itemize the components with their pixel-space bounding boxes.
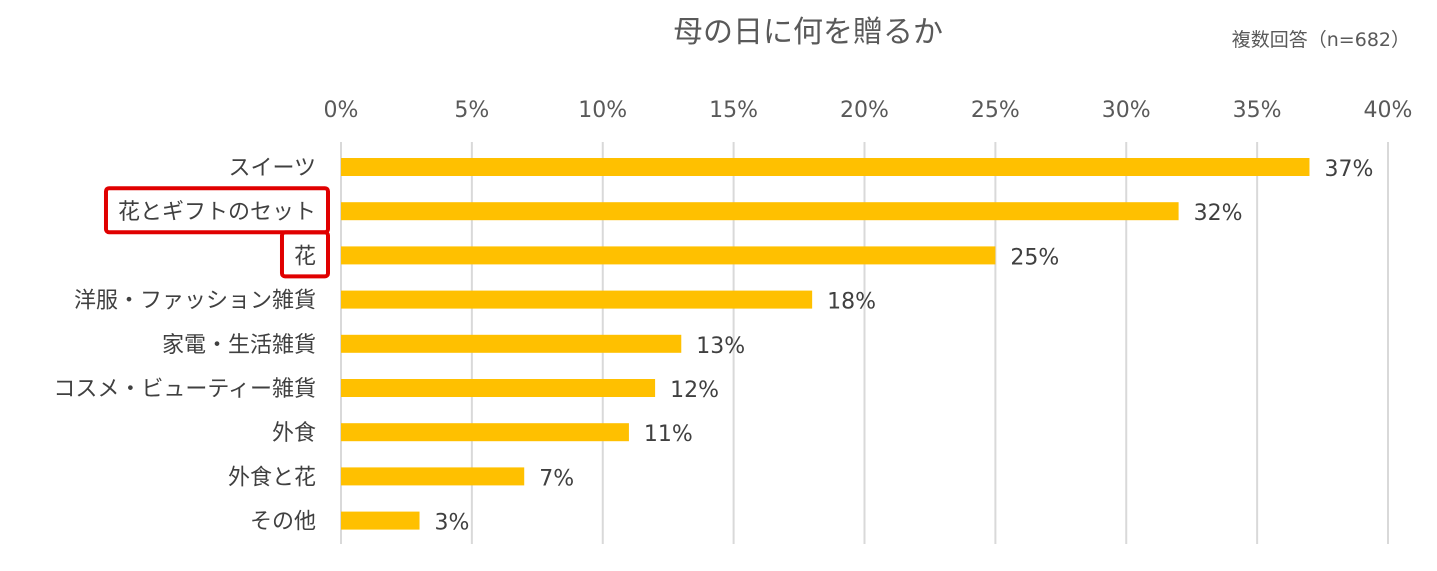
data-label: 3% — [435, 511, 470, 536]
x-tick-label: 0% — [324, 98, 359, 123]
data-label: 11% — [644, 422, 693, 447]
bar — [341, 467, 525, 486]
data-labels: 37% 32% 25% 18% 13% 12% 11% 7% 3% — [435, 157, 1374, 536]
bar — [341, 379, 656, 397]
data-label: 37% — [1324, 157, 1373, 182]
data-label: 18% — [827, 290, 876, 315]
data-label: 13% — [696, 334, 745, 359]
data-label: 7% — [539, 466, 574, 491]
data-label: 32% — [1194, 201, 1243, 226]
x-tick-label: 5% — [454, 98, 489, 123]
bar — [341, 334, 682, 353]
category-label: 洋服・ファッション雑貨 — [74, 289, 316, 314]
category-label: 花 — [294, 244, 316, 269]
x-tick-label: 20% — [840, 98, 889, 123]
bar — [341, 511, 420, 530]
bars — [341, 158, 1310, 530]
bar — [341, 423, 629, 442]
bar — [341, 202, 1179, 221]
x-axis-ticks: 0% 5% 10% 15% 20% 25% 30% 35% 40% — [324, 98, 1413, 123]
chart-subtitle: 複数回答（n=682） — [1232, 29, 1410, 51]
category-labels: スイーツ花とギフトのセット花洋服・ファッション雑貨家電・生活雑貨コスメ・ビューテ… — [53, 156, 316, 535]
highlight-box — [103, 186, 330, 235]
x-tick-label: 30% — [1102, 98, 1151, 123]
bar — [341, 158, 1310, 176]
highlight-boxes — [103, 186, 330, 279]
category-label: コスメ・ビューティー雑貨 — [53, 377, 316, 402]
category-label: スイーツ — [228, 156, 316, 181]
category-label: 外食 — [272, 421, 316, 446]
bar — [341, 290, 813, 309]
category-label: 家電・生活雑貨 — [162, 333, 316, 358]
highlight-box — [279, 230, 330, 279]
x-tick-label: 40% — [1364, 98, 1413, 123]
x-tick-label: 15% — [709, 98, 758, 123]
data-label: 12% — [670, 378, 719, 403]
data-label: 25% — [1010, 245, 1059, 270]
x-tick-label: 10% — [578, 98, 627, 123]
x-tick-label: 25% — [971, 98, 1020, 123]
x-tick-label: 35% — [1233, 98, 1282, 123]
category-label: 花とギフトのセット — [118, 200, 316, 225]
chart-title: 母の日に何を贈るか — [673, 15, 943, 50]
category-label: 外食と花 — [228, 465, 316, 490]
bar — [341, 246, 996, 265]
category-label: その他 — [250, 510, 316, 535]
